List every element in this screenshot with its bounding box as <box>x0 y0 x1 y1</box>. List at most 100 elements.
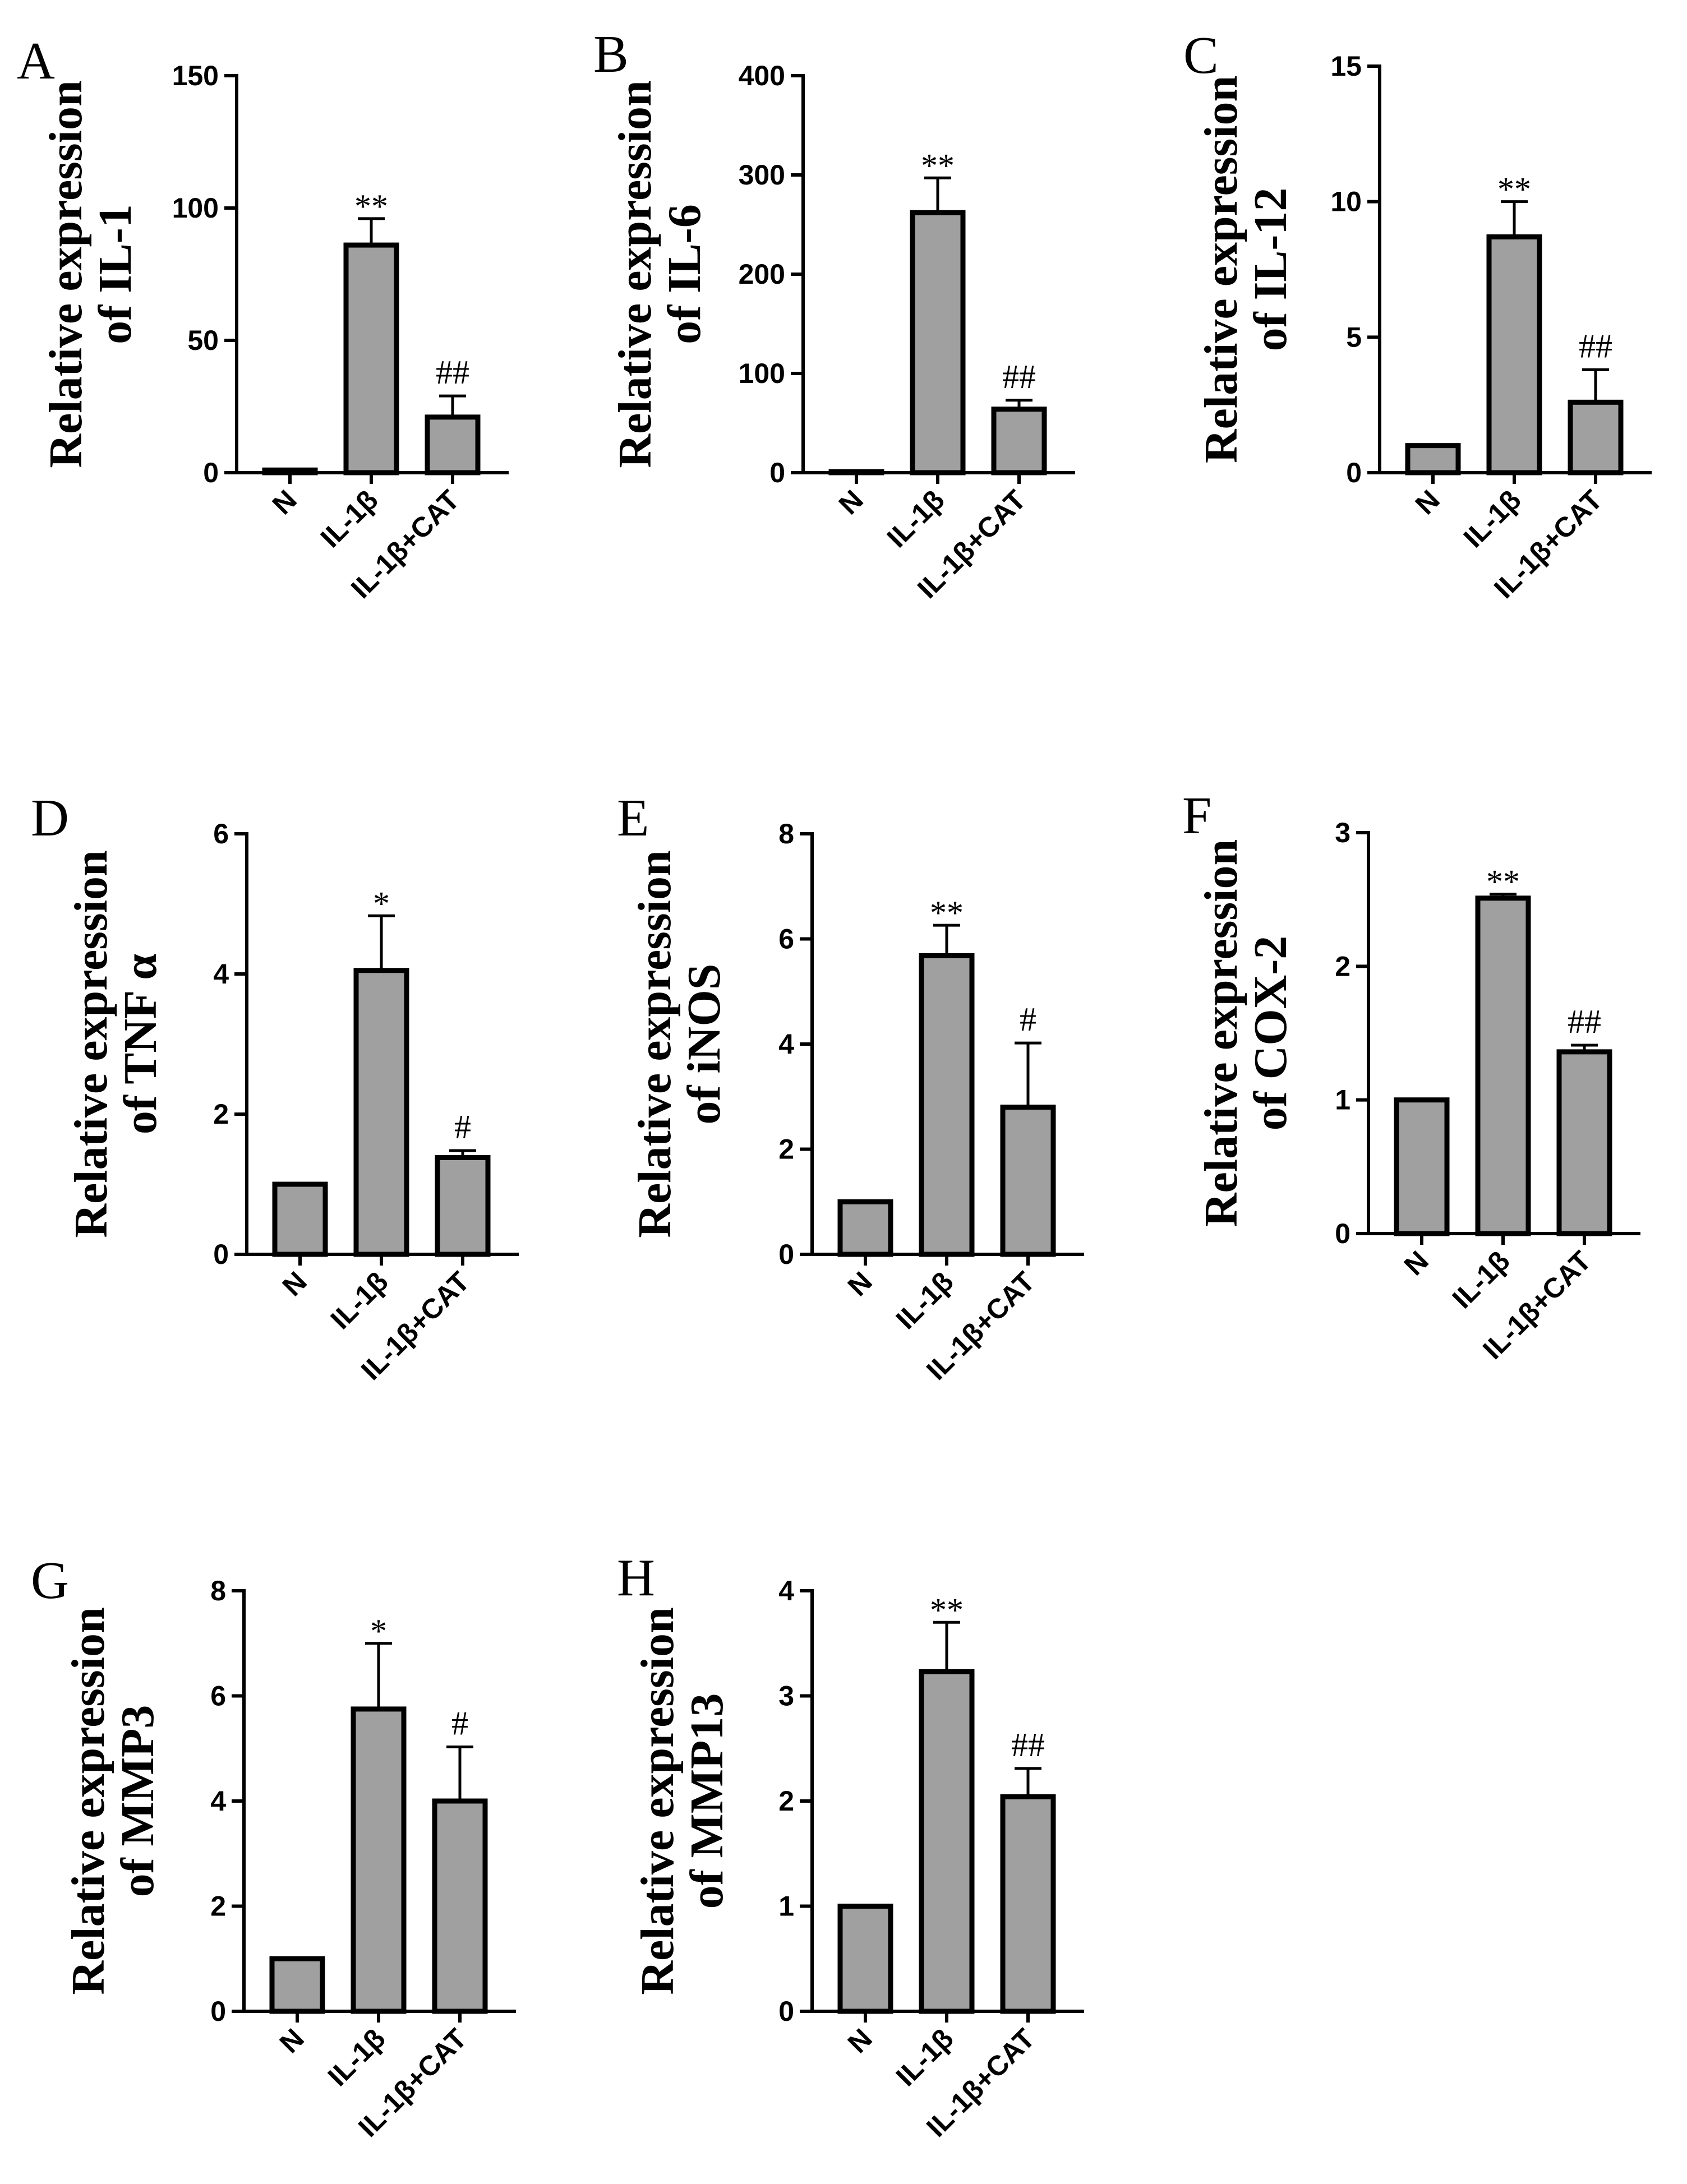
y-tick-label-b-0: 0 <box>769 457 785 488</box>
bar-h-1 <box>919 1669 975 2014</box>
y-tick-label-e-3: 6 <box>778 924 794 955</box>
bar-c-2 <box>1568 399 1624 475</box>
panel-letter-d: D <box>31 789 69 847</box>
category-label-g-0: N <box>274 2023 310 2059</box>
y-axis-label-line2-b: of IL-6 <box>658 204 711 344</box>
y-tick-label-h-0: 0 <box>778 1996 794 2027</box>
bar-d-0 <box>272 1181 328 1257</box>
y-axis-label-line2-f: of COX-2 <box>1244 936 1297 1131</box>
category-label-d-1: IL-1β <box>325 1266 394 1335</box>
category-label-d-0: N <box>276 1266 313 1302</box>
y-tick-label-d-0: 0 <box>213 1239 229 1270</box>
category-label-b-1: IL-1β <box>881 484 951 553</box>
y-tick-label-b-3: 300 <box>739 159 785 191</box>
bar-f-2 <box>1556 1049 1612 1236</box>
bar-e-0 <box>837 1199 893 1257</box>
y-axis-label-d: Relative expressionof TNF α <box>65 850 167 1238</box>
y-tick-label-g-0: 0 <box>210 1996 226 2027</box>
panel-letter-b: B <box>593 25 629 84</box>
y-tick-label-a-2: 100 <box>172 192 219 224</box>
y-tick-label-e-1: 2 <box>778 1134 794 1165</box>
significance-d-1: * <box>373 885 390 922</box>
y-axis-label-line1-h: Relative expression <box>632 1607 684 1994</box>
y-tick-label-g-2: 4 <box>210 1785 226 1817</box>
y-axis-label-f: Relative expressionof COX-2 <box>1195 839 1297 1227</box>
y-tick-label-f-0: 0 <box>1335 1218 1350 1249</box>
bar-b-0 <box>828 469 884 475</box>
significance-c-1: ** <box>1497 171 1531 208</box>
significance-h-1: ** <box>930 1591 964 1628</box>
significance-g-1: * <box>370 1613 387 1650</box>
category-label-a-0: N <box>266 484 303 520</box>
y-axis-label-line1-c: Relative expression <box>1195 76 1247 463</box>
category-label-c-0: N <box>1409 484 1446 520</box>
significance-h-2: ## <box>1011 1726 1045 1763</box>
panel-letter-f: F <box>1182 787 1211 845</box>
y-tick-label-a-0: 0 <box>203 457 219 488</box>
y-tick-label-h-2: 2 <box>778 1785 794 1817</box>
bar-g-2 <box>432 1798 488 2014</box>
y-axis-label-h: Relative expressionof MMP13 <box>632 1607 733 1994</box>
y-tick-label-f-2: 2 <box>1335 950 1350 982</box>
y-tick-label-g-4: 8 <box>210 1575 226 1606</box>
y-tick-label-h-1: 1 <box>778 1891 794 1922</box>
bar-d-1 <box>353 968 409 1257</box>
panel-letter-c: C <box>1183 26 1219 85</box>
significance-d-2: # <box>454 1109 471 1146</box>
y-tick-label-a-3: 150 <box>172 60 219 91</box>
y-tick-label-g-3: 6 <box>210 1680 226 1712</box>
y-axis-label-line2-g: of MMP3 <box>112 1705 164 1897</box>
y-axis-label-line1-f: Relative expression <box>1195 839 1247 1227</box>
significance-a-2: ## <box>436 354 469 391</box>
bar-e-2 <box>1000 1105 1056 1257</box>
y-tick-label-c-3: 15 <box>1330 50 1362 82</box>
y-axis-label-line2-a: of IL-1 <box>89 204 141 344</box>
y-tick-label-b-4: 400 <box>739 60 785 91</box>
y-tick-label-h-3: 3 <box>778 1680 794 1712</box>
category-label-e-1: IL-1β <box>890 1266 960 1335</box>
bar-a-1 <box>343 242 399 475</box>
y-tick-label-c-0: 0 <box>1346 457 1362 488</box>
category-label-e-0: N <box>842 1266 878 1302</box>
y-axis-label-line2-h: of MMP13 <box>681 1693 733 1909</box>
bar-c-1 <box>1486 234 1542 475</box>
panel-letter-g: G <box>31 1552 69 1610</box>
y-axis-label-line1-b: Relative expression <box>609 80 661 468</box>
y-tick-label-c-1: 5 <box>1346 321 1362 353</box>
y-tick-label-b-1: 100 <box>739 358 785 389</box>
y-tick-label-a-1: 50 <box>187 325 219 356</box>
bar-h-2 <box>1000 1794 1056 2014</box>
panel-letter-h: H <box>617 1549 655 1607</box>
y-tick-label-d-1: 2 <box>213 1098 229 1130</box>
bar-b-1 <box>910 210 966 475</box>
bar-g-0 <box>269 1956 325 2014</box>
significance-f-1: ** <box>1486 864 1520 901</box>
y-axis-label-b: Relative expressionof IL-6 <box>609 80 711 468</box>
y-axis-label-line2-e: of iNOS <box>678 963 730 1124</box>
significance-f-2: ## <box>1568 1003 1601 1040</box>
y-tick-label-d-2: 4 <box>213 958 229 990</box>
bar-g-1 <box>351 1706 407 2014</box>
y-tick-label-e-0: 0 <box>778 1239 794 1270</box>
y-tick-label-f-3: 3 <box>1335 817 1350 848</box>
y-tick-label-e-4: 8 <box>778 818 794 849</box>
bar-a-2 <box>425 414 481 475</box>
category-label-h-1: IL-1β <box>890 2023 960 2092</box>
y-tick-label-g-1: 2 <box>210 1891 226 1922</box>
category-label-f-0: N <box>1398 1245 1435 1281</box>
y-tick-label-e-2: 4 <box>778 1028 794 1060</box>
y-tick-label-c-2: 10 <box>1330 186 1362 218</box>
y-axis-label-line2-c: of IL-12 <box>1244 188 1297 352</box>
significance-b-1: ** <box>921 147 955 184</box>
panel-letter-a: A <box>17 32 55 90</box>
y-axis-label-c: Relative expressionof IL-12 <box>1195 76 1297 463</box>
